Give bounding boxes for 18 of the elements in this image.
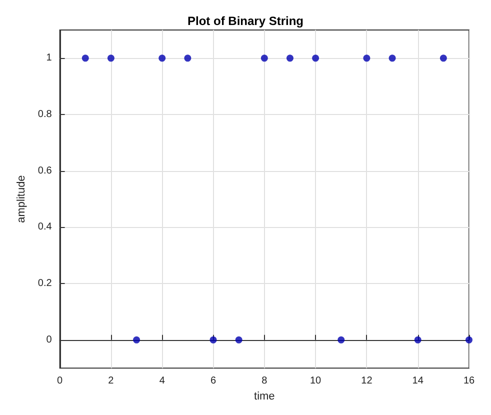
x-tick-label: 4	[159, 376, 166, 387]
x-tick-label: 16	[463, 376, 475, 387]
y-tick-label: 1	[46, 52, 52, 64]
x-axis-title: time	[254, 390, 275, 402]
x-tick-label: 12	[361, 376, 373, 387]
y-tick-label: 0.2	[38, 278, 52, 290]
x-tick-label: 6	[210, 376, 216, 387]
y-axis-title: amplitude	[16, 175, 28, 223]
y-tick-label: 0.8	[38, 109, 52, 120]
x-tick-label: 2	[108, 376, 114, 387]
x-tick-label: 0	[57, 376, 64, 387]
x-tick-label: 14	[412, 376, 424, 387]
chart-title: Plot of Binary String	[187, 14, 304, 28]
y-tick-label: 0	[46, 334, 52, 346]
y-tick-label: 0.6	[38, 165, 52, 176]
x-tick-label: 8	[262, 376, 268, 387]
x-tick-label: 10	[310, 376, 322, 387]
y-tick-label: 0.4	[38, 222, 52, 233]
